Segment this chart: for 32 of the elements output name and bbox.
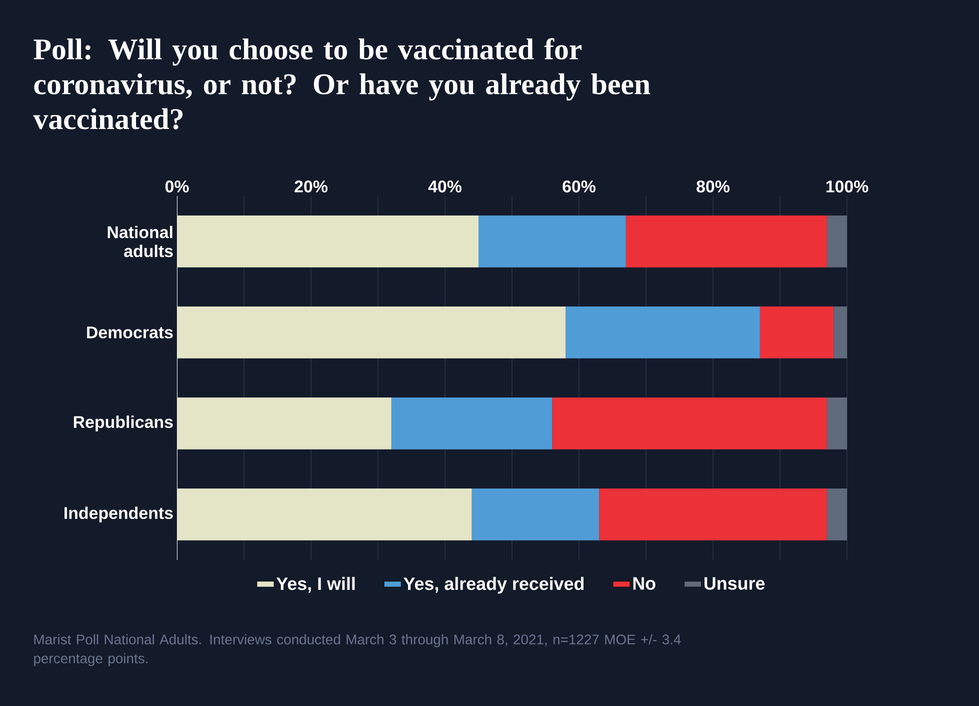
bar [552,398,827,450]
legend-label: Yes, already received [404,576,584,594]
chart-title: Poll: Will you choose to be vaccinated for coronavirus, or not? Or have you already been vaccinated? [33,38,650,130]
y-tick-label: Democrats [87,326,173,338]
bar [478,216,626,268]
x-tick-label: 40% [428,180,462,192]
bar [177,488,472,540]
bar [760,306,834,358]
bar [566,306,760,358]
legend-label: No [633,577,656,590]
legend-label: Unsure [704,577,765,590]
bar [599,488,827,540]
bar [826,488,848,540]
bar [826,216,848,268]
x-tick-label: 0% [165,180,189,192]
y-tick-label: National adults [108,226,173,258]
x-tick-label: 60% [562,180,596,192]
bar [834,306,848,358]
bar [177,306,566,358]
bar [391,398,552,450]
bar [472,488,600,540]
bar [177,398,392,450]
text: Marist Poll National Adults. Interviews conducted March 3 through March 8, 2021, n=1227 MOE +/- 3.4 percentage points. [34,634,681,666]
y-tick-label: Independents [64,506,173,522]
x-tick-label: 20% [294,180,328,192]
bar [177,216,479,268]
y-tick-label: Republicans [74,416,173,432]
legend-label: Yes, I will [276,576,355,593]
bar [826,398,848,450]
x-tick-label: 80% [696,180,730,192]
bar [626,216,827,268]
x-tick-label: 100% [826,180,868,192]
